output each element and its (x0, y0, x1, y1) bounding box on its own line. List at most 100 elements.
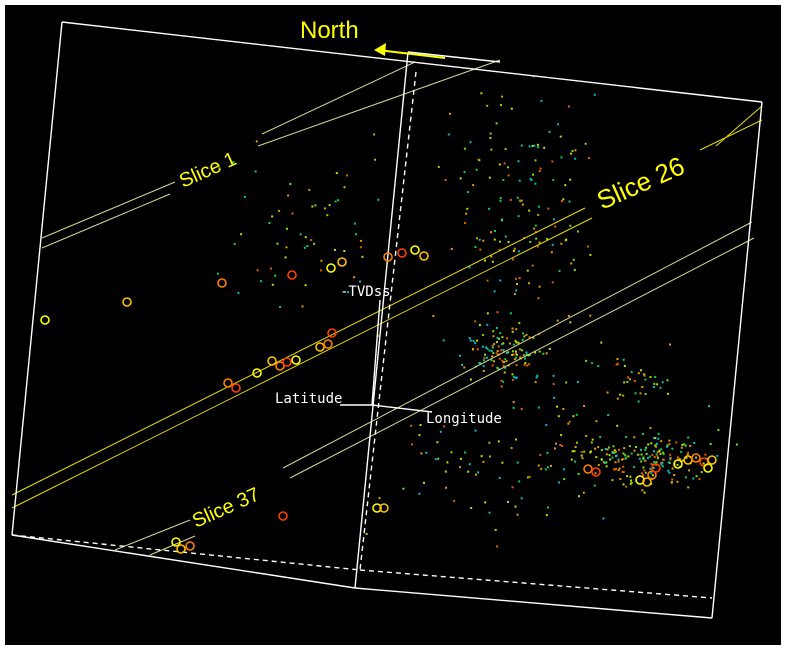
seismic-event-point (557, 415, 560, 418)
seismic-event-point (557, 123, 560, 126)
seismic-event-point (647, 443, 650, 446)
seismic-event-point (552, 374, 555, 377)
seismic-event-point (482, 365, 485, 368)
seismic-event-point (575, 413, 578, 416)
seismic-event-point (509, 312, 512, 315)
seismic-event-point (301, 305, 304, 308)
seismic-event-point (334, 200, 337, 203)
seismic-event-point (268, 222, 271, 224)
seismic-event-point (615, 363, 618, 366)
seismic-event-point (536, 374, 539, 377)
seismic-event-point (594, 472, 597, 475)
seismic-event-point (550, 251, 553, 254)
seismic-event-point (621, 458, 623, 461)
seismic-event-point (477, 471, 480, 474)
seismic-event-point (545, 352, 548, 355)
seismic-event-point (633, 449, 636, 452)
seismic-event-point (585, 435, 588, 437)
seismic-event-point (474, 246, 477, 248)
seismic-event-point (503, 371, 506, 374)
seismic-event-point (531, 144, 534, 147)
seismic-event-point (660, 440, 663, 443)
seismic-event-point (486, 104, 489, 107)
large-event-marker (397, 248, 407, 258)
seismic-event-point (522, 354, 525, 357)
seismic-event-point (504, 235, 507, 238)
seismic-event-point (647, 457, 649, 460)
seismic-event-point (472, 339, 475, 342)
seismic-event-point (546, 506, 549, 509)
seismic-event-point (545, 423, 548, 426)
seismic-event-point (629, 483, 632, 486)
seismic-event-point (515, 353, 518, 356)
large-event-marker (40, 315, 50, 325)
seismic-event-point (528, 145, 531, 148)
large-event-marker (419, 251, 429, 261)
seismic-event-point (671, 478, 674, 481)
seismic-event-point (517, 215, 520, 218)
seismic-event-point (303, 246, 306, 249)
seismic-event-point (650, 472, 653, 475)
seismic-event-point (489, 455, 491, 458)
seismic-event-point (501, 336, 504, 338)
seismic-event-point (629, 378, 631, 381)
seismic-event-point (574, 446, 577, 448)
seismic-event-point (491, 364, 494, 367)
seismic-event-point (323, 207, 326, 210)
seismic-event-point (605, 465, 608, 468)
seismic-event-point (629, 475, 632, 478)
seismic-event-point (584, 142, 587, 145)
seismic-event-point (498, 163, 501, 166)
large-event-marker (287, 270, 297, 280)
axis-triad (340, 299, 433, 413)
large-event-marker (327, 328, 337, 338)
seismic-event-point (606, 391, 609, 394)
seismic-event-point (708, 405, 710, 408)
seismic-event-point (515, 376, 518, 379)
seismic-event-point (560, 242, 563, 245)
seismic-event-point (642, 474, 645, 477)
seismic-event-point (484, 259, 486, 262)
seismic-event-point (654, 375, 657, 378)
seismic-event-point (518, 250, 521, 253)
seismic-event-point (518, 179, 521, 182)
seismic-event-point (681, 459, 684, 462)
seismic-event-point (486, 347, 489, 350)
frame-right-edge (711, 101, 763, 619)
seismic-event-point (657, 432, 660, 435)
seismic-event-point (343, 250, 346, 252)
seismic-event-point (570, 458, 573, 461)
seismic-event-point (556, 319, 559, 322)
seismic-event-point (486, 279, 489, 282)
seismic-event-point (662, 451, 665, 454)
seismic-event-point (650, 442, 653, 445)
seismic-event-point (492, 330, 495, 333)
seismic-event-point (447, 133, 450, 136)
seismic-event-point (488, 207, 491, 210)
seismic-event-point (520, 199, 523, 202)
seismic-event-point (581, 457, 584, 460)
seismic-event-point (402, 487, 405, 490)
seismic-event-point (597, 446, 600, 449)
seismic-event-point (493, 290, 496, 293)
seismic-event-point (434, 458, 437, 461)
seismic-event-point (666, 444, 669, 447)
seismic-event-point (551, 160, 554, 163)
seismic-event-point (482, 359, 485, 362)
seismic-event-point (678, 458, 681, 461)
seismic-event-point (688, 469, 691, 472)
seismic-event-point (589, 253, 592, 256)
seismic-event-point (445, 486, 447, 489)
slice-37-line-lower (149, 535, 196, 556)
seismic-event-point (676, 463, 679, 466)
seismic-event-point (667, 461, 670, 464)
seismic-event-point (574, 157, 577, 160)
seismic-event-point (474, 429, 477, 432)
seismic-event-point (519, 348, 521, 351)
seismic-event-point (515, 364, 518, 367)
seismic-event-point (333, 249, 336, 251)
longitude-axis-line (371, 404, 433, 413)
seismic-event-point (534, 159, 537, 162)
